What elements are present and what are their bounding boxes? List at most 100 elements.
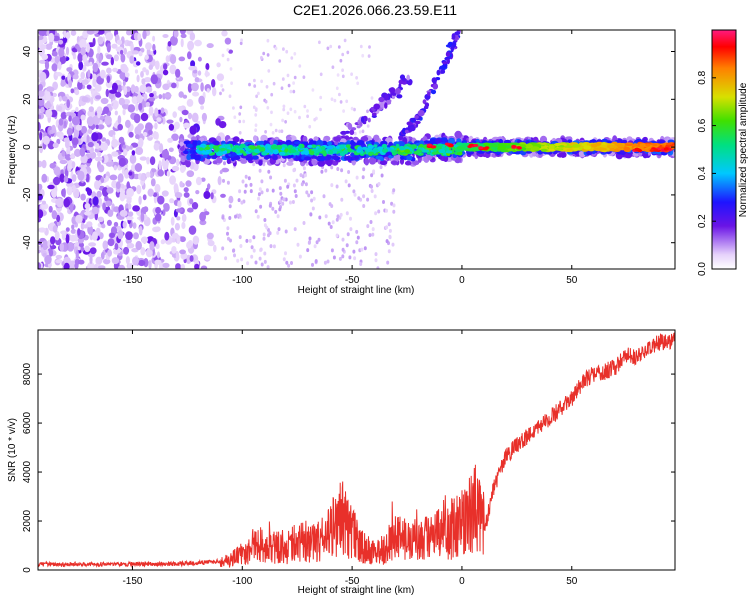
- heatmap-cell: [371, 232, 375, 237]
- heatmap-cell: [223, 161, 226, 166]
- heatmap-cell: [266, 38, 270, 43]
- heatmap-cell: [289, 89, 293, 94]
- heatmap-cell: [270, 110, 273, 115]
- heatmap-cell: [245, 238, 249, 243]
- heatmap-cell: [336, 167, 340, 171]
- heatmap-cell: [293, 75, 297, 80]
- heatmap-cell: [292, 183, 296, 188]
- heatmap-cell: [227, 236, 230, 241]
- heatmap-cell: [353, 192, 357, 197]
- heatmap-cell: [77, 81, 83, 90]
- heatmap-cell: [65, 234, 70, 244]
- heatmap-cell: [278, 59, 282, 63]
- heatmap-cell: [353, 107, 356, 112]
- heatmap-cell: [367, 144, 374, 150]
- heatmap-cell: [169, 175, 177, 185]
- heatmap-cell: [125, 119, 131, 128]
- heatmap-cell: [313, 244, 317, 249]
- heatmap-cell: [115, 91, 122, 98]
- heatmap-cell: [191, 112, 199, 123]
- heatmap-cell: [154, 107, 159, 117]
- heatmap-cell: [143, 258, 149, 268]
- heatmap-cell: [240, 257, 244, 262]
- heatmap-cell: [177, 200, 182, 208]
- heatmap-cell: [472, 148, 478, 152]
- heatmap-cell: [38, 98, 45, 107]
- heatmap-cell: [282, 257, 286, 262]
- heatmap-cell: [239, 41, 243, 46]
- y-tick-label: 0: [22, 144, 33, 150]
- heatmap-cell: [372, 169, 376, 174]
- heatmap-cell: [128, 171, 133, 176]
- heatmap-cell: [296, 242, 300, 247]
- heatmap-cell: [132, 222, 137, 229]
- heatmap-cell: [70, 153, 75, 159]
- heatmap-cell: [224, 144, 231, 148]
- heatmap-cell: [226, 180, 230, 185]
- heatmap-cell: [298, 254, 302, 259]
- heatmap-cell: [240, 159, 248, 164]
- heatmap-cell: [58, 95, 63, 102]
- heatmap-cell: [125, 72, 130, 78]
- heatmap-cell: [95, 124, 99, 130]
- heatmap-cell: [221, 88, 225, 92]
- heatmap-cell: [114, 110, 118, 116]
- heatmap-cell: [138, 51, 143, 57]
- heatmap-cell: [179, 236, 186, 243]
- heatmap-cell: [179, 249, 187, 255]
- heatmap-cell: [244, 183, 248, 188]
- heatmap-cell: [370, 184, 373, 189]
- heatmap-cell: [226, 57, 230, 62]
- heatmap-cell: [254, 108, 258, 112]
- heatmap-cell: [360, 136, 369, 142]
- heatmap-cell: [51, 63, 58, 72]
- heatmap-cell: [129, 154, 137, 165]
- heatmap-cell: [436, 69, 441, 76]
- heatmap-cell: [340, 130, 347, 135]
- heatmap-cell: [392, 203, 396, 208]
- heatmap-cell: [118, 97, 126, 106]
- heatmap-cell: [234, 214, 237, 219]
- heatmap-cell: [77, 228, 81, 236]
- heatmap-cell: [92, 62, 99, 73]
- y-tick-label: 6000: [22, 412, 33, 435]
- heatmap-cell: [318, 40, 321, 45]
- heatmap-cell: [113, 165, 118, 171]
- heatmap-cell: [126, 187, 134, 198]
- heatmap-cell: [51, 51, 58, 57]
- colorbar-gradient: [711, 29, 737, 270]
- heatmap-cell: [49, 162, 57, 169]
- heatmap-cell: [339, 145, 345, 150]
- heatmap-cell: [48, 205, 53, 213]
- heatmap-cell: [38, 83, 43, 92]
- heatmap-cell: [503, 142, 511, 146]
- heatmap-cell: [113, 221, 119, 227]
- heatmap-cell: [74, 148, 81, 157]
- heatmap-cell: [260, 190, 264, 195]
- heatmap-cell: [78, 181, 86, 187]
- heatmap-cell: [634, 147, 640, 151]
- heatmap-cell: [360, 116, 365, 123]
- heatmap-cell: [116, 39, 123, 45]
- heatmap-cell: [107, 238, 115, 247]
- heatmap-cell: [333, 98, 337, 103]
- heatmap-cell: [53, 166, 61, 176]
- heatmap-cell: [359, 262, 363, 266]
- heatmap-cell: [68, 79, 73, 88]
- heatmap-cell: [47, 184, 55, 190]
- heatmap-cell: [140, 112, 149, 122]
- heatmap-cell: [417, 109, 425, 117]
- heatmap-cell: [178, 56, 186, 62]
- heatmap-cell: [205, 63, 210, 71]
- heatmap-cell: [319, 72, 323, 77]
- heatmap-cell: [68, 115, 72, 122]
- heatmap-cell: [134, 69, 139, 74]
- y-tick-label: 40: [22, 46, 33, 58]
- heatmap-cell: [599, 144, 608, 148]
- heatmap-cell: [292, 81, 295, 85]
- heatmap-cell: [183, 192, 190, 198]
- heatmap-cell: [82, 53, 88, 63]
- heatmap-cell: [242, 119, 246, 124]
- heatmap-cell: [406, 121, 413, 126]
- heatmap-cell: [55, 72, 63, 77]
